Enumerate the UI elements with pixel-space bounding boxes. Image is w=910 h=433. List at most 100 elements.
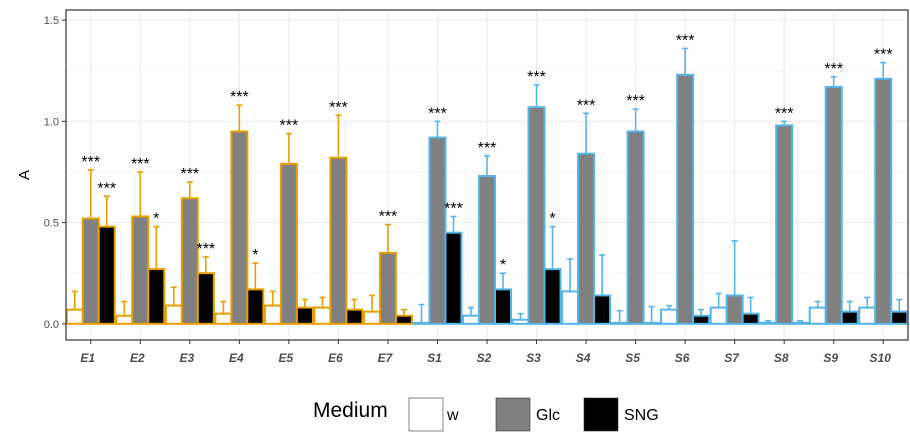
- y-tick-label: 1.5: [44, 15, 59, 27]
- x-tick-label-E2: E2: [130, 351, 145, 365]
- x-tick-label-S4: S4: [576, 351, 591, 365]
- significance-label-SNG-S1: ***: [444, 201, 463, 218]
- bar-w-E1: [65, 308, 84, 325]
- bar-w-S1: [412, 321, 431, 325]
- bar-w-E5: [263, 304, 282, 325]
- x-tick-label-S3: S3: [526, 351, 541, 365]
- bar-Glc-S4: [577, 152, 596, 325]
- significance-label-SNG-S2: *: [500, 257, 506, 274]
- x-tick-label-E7: E7: [378, 351, 394, 365]
- bar-SNG-E2: [147, 268, 166, 325]
- bar-SNG-S1: [444, 231, 463, 325]
- bar-SNG-S10: [890, 310, 909, 325]
- significance-label-Glc-S9: ***: [824, 61, 843, 78]
- bar-w-S5: [610, 321, 629, 325]
- legend-label-Glc: Glc: [536, 407, 560, 424]
- significance-label-Glc-E2: ***: [131, 156, 150, 173]
- x-tick-label-E1: E1: [80, 351, 95, 365]
- significance-label-SNG-E1: ***: [97, 180, 116, 197]
- legend-title: Medium: [313, 399, 388, 422]
- bar-SNG-S3: [543, 268, 562, 325]
- significance-label-SNG-S3: *: [549, 211, 555, 228]
- bar-w-E2: [115, 314, 134, 325]
- bar-SNG-S9: [840, 310, 859, 325]
- bar-Glc-E1: [81, 217, 100, 325]
- bar-SNG-S5: [642, 321, 661, 325]
- bar-w-S10: [858, 306, 877, 325]
- x-tick-label-S10: S10: [870, 351, 892, 365]
- bar-SNG-S8: [791, 321, 810, 325]
- bar-SNG-S2: [494, 288, 512, 325]
- bar-SNG-S6: [692, 314, 711, 325]
- significance-label-SNG-E3: ***: [196, 241, 215, 258]
- bar-Glc-S1: [428, 136, 447, 325]
- significance-label-Glc-E1: ***: [81, 154, 100, 171]
- bar-Glc-E7: [378, 251, 397, 325]
- x-tick-label-E4: E4: [229, 351, 244, 365]
- significance-label-Glc-S1: ***: [428, 105, 447, 122]
- bar-w-E6: [313, 306, 332, 325]
- bar-w-S9: [808, 306, 827, 325]
- y-tick-label: 1.0: [44, 116, 59, 128]
- bar-w-E3: [164, 304, 183, 325]
- significance-label-Glc-E4: ***: [230, 89, 249, 106]
- x-tick-label-S1: S1: [427, 351, 442, 365]
- significance-label-Glc-S6: ***: [676, 32, 695, 49]
- x-tick-label-E5: E5: [279, 351, 294, 365]
- bar-w-S6: [660, 308, 679, 325]
- significance-label-SNG-E4: *: [252, 247, 258, 264]
- x-tick-label-S5: S5: [625, 351, 640, 365]
- bar-Glc-S5: [626, 130, 645, 325]
- bar-SNG-E5: [295, 306, 314, 325]
- significance-label-Glc-S8: ***: [775, 105, 794, 122]
- legend-label-w: w: [446, 407, 459, 424]
- bar-w-S8: [759, 321, 778, 325]
- bar-SNG-E3: [196, 272, 215, 325]
- significance-label-Glc-E5: ***: [280, 117, 299, 134]
- bar-Glc-S2: [478, 175, 496, 325]
- bar-Glc-S9: [824, 85, 843, 325]
- bar-Glc-S6: [676, 73, 695, 325]
- x-tick-label-S8: S8: [774, 351, 789, 365]
- significance-label-Glc-S3: ***: [527, 69, 546, 86]
- significance-label-Glc-S5: ***: [626, 93, 645, 110]
- bar-SNG-E7: [394, 314, 413, 325]
- x-tick-label-S9: S9: [823, 351, 838, 365]
- x-tick-label-S6: S6: [675, 351, 690, 365]
- legend-swatch-w: [408, 397, 444, 432]
- legend-swatch-SNG: [583, 397, 619, 432]
- significance-label-Glc-S4: ***: [577, 97, 596, 114]
- significance-label-SNG-E2: *: [153, 211, 159, 228]
- significance-label-Glc-E3: ***: [180, 166, 199, 183]
- bar-w-S7: [709, 306, 728, 325]
- bar-Glc-E2: [131, 215, 150, 325]
- bar-Glc-E4: [230, 130, 249, 325]
- x-tick-label-E6: E6: [328, 351, 343, 365]
- bar-w-E7: [362, 310, 381, 325]
- significance-label-Glc-E7: ***: [379, 209, 398, 226]
- y-tick-label: 0.0: [44, 319, 59, 331]
- legend-swatch-Glc: [495, 397, 531, 432]
- y-axis-title: A: [16, 170, 33, 180]
- significance-label-Glc-S2: ***: [478, 140, 497, 157]
- significance-label-Glc-S10: ***: [874, 47, 893, 64]
- bar-w-S2: [462, 314, 480, 325]
- bar-w-S3: [511, 318, 530, 325]
- y-tick-label: 0.5: [44, 218, 59, 230]
- x-tick-label-S2: S2: [477, 351, 492, 365]
- bar-SNG-S7: [741, 312, 760, 325]
- bar-Glc-S10: [874, 77, 893, 325]
- x-tick-label-E3: E3: [179, 351, 194, 365]
- bar-Glc-E3: [180, 197, 199, 325]
- bar-w-E4: [214, 312, 233, 325]
- bar-SNG-E4: [246, 288, 265, 325]
- x-tick-label-S7: S7: [724, 351, 740, 365]
- bar-Glc-E6: [329, 156, 348, 325]
- bar-SNG-E6: [345, 308, 364, 325]
- bar-Glc-S3: [527, 106, 546, 325]
- bar-SNG-S4: [593, 294, 612, 325]
- bar-Glc-E5: [279, 162, 298, 325]
- bar-SNG-E1: [97, 225, 116, 325]
- significance-label-Glc-E6: ***: [329, 99, 348, 116]
